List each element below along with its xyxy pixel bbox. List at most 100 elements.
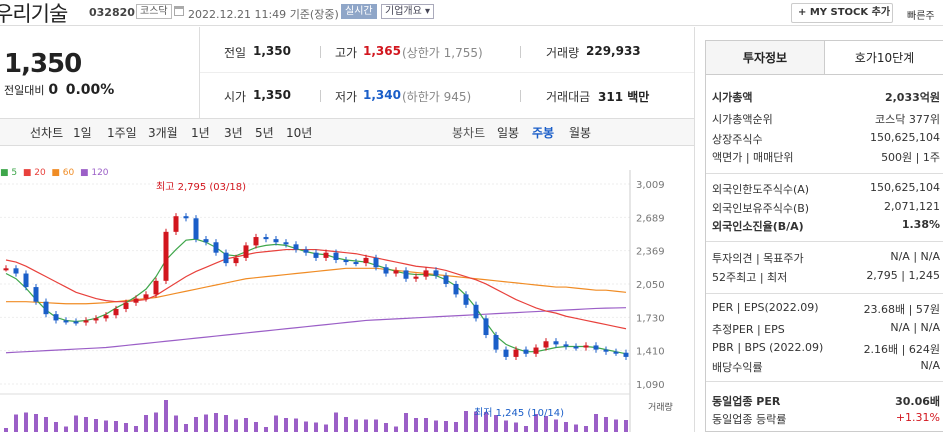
invest-value: 코스닥 377위 (875, 113, 940, 126)
section-divider (706, 293, 943, 294)
section-divider (706, 381, 943, 382)
volume-bar (374, 419, 378, 432)
candle (333, 252, 339, 260)
candle (343, 259, 349, 263)
candle (313, 252, 319, 258)
candle (253, 237, 259, 246)
volume-bar (54, 422, 58, 432)
candle (123, 302, 129, 309)
invest-panel: 투자정보 호가10단계 시가총액 2,033억원 시가총액순위 코스닥 377위 상장주… (705, 40, 943, 432)
volume-bar (74, 415, 78, 432)
volume-bar (94, 419, 98, 432)
volume-bar (144, 415, 148, 432)
upper-limit: (상한가 1,755) (402, 46, 483, 60)
candle (523, 349, 529, 354)
candle (173, 216, 179, 232)
volume-bar (184, 424, 188, 432)
volume-bar (274, 415, 278, 432)
tab-5y[interactable]: 5년 (255, 126, 274, 140)
candle (43, 301, 49, 315)
candle (423, 270, 429, 277)
amount-value: 311 백만 (598, 90, 650, 104)
tab-1y[interactable]: 1년 (191, 126, 210, 140)
volume-bar (114, 421, 118, 432)
volume-axis-label: 거래량 (648, 401, 673, 413)
invest-label: 상장주식수 (712, 133, 763, 146)
candle (63, 320, 69, 323)
invest-value: 1.38% (901, 218, 940, 231)
tab-10y[interactable]: 10년 (286, 126, 313, 140)
tab-1w[interactable]: 1주일 (107, 126, 137, 140)
candle (403, 270, 409, 279)
tab-3y[interactable]: 3년 (224, 126, 243, 140)
candle (93, 318, 99, 321)
invest-label: 외국인소진율(B/A) (712, 220, 804, 233)
price-change: 전일대비 0 0.00% (4, 82, 115, 98)
volume-bar (514, 422, 518, 432)
volume-bar (364, 419, 368, 432)
volume-bar (404, 413, 408, 432)
candle-chart-label: 봉차트 (452, 126, 486, 140)
volume-bar (44, 417, 48, 432)
invest-value: 500원 | 1주 (881, 151, 940, 164)
separator (320, 46, 321, 58)
price-chart[interactable]: 3,009 2,689 2,369 2,050 1,730 1,410 1,090 최고 2… (0, 170, 694, 432)
y-tick-label: 2,050 (636, 280, 665, 291)
candle (33, 287, 39, 302)
tab-weekly[interactable]: 주봉 (532, 126, 555, 140)
candle (383, 267, 389, 274)
tab-invest-info[interactable]: 투자정보 (706, 41, 825, 75)
stats-divider (200, 72, 694, 73)
candle (593, 345, 599, 350)
market-badge: 코스닥 (136, 4, 172, 19)
invest-label: 52주최고 | 최저 (712, 271, 788, 284)
panel-divider (694, 27, 695, 432)
low-label: 저가 (335, 90, 358, 104)
candle (413, 276, 419, 279)
candle (303, 249, 309, 253)
volume-bar (424, 418, 428, 432)
candle (53, 314, 59, 321)
ma60-line (6, 267, 627, 305)
invest-value: N/A (920, 359, 940, 372)
separator (520, 90, 521, 102)
candle (243, 245, 249, 258)
tab-hoga[interactable]: 호가10단계 (825, 41, 943, 75)
prev-close-value: 1,350 (253, 44, 291, 58)
volume-bar (294, 418, 298, 432)
tab-1d[interactable]: 1일 (73, 126, 92, 140)
quick-search-link[interactable]: 빠른주 (907, 11, 935, 22)
company-overview-dropdown[interactable]: 기업개요 ▾ (381, 4, 435, 19)
volume-bar (474, 411, 478, 432)
volume-bar (384, 423, 388, 432)
volume-bar (504, 420, 508, 432)
candle (433, 270, 439, 276)
realtime-badge[interactable]: 실시간 (341, 4, 377, 19)
y-tick-label: 2,689 (636, 213, 665, 224)
volume-bar (394, 426, 398, 432)
tab-3m[interactable]: 3개월 (148, 126, 178, 140)
candle (613, 351, 619, 354)
invest-label: 투자의견 | 목표주가 (712, 252, 804, 265)
candle (473, 304, 479, 319)
invest-label: PBR | BPS (2022.09) (712, 341, 824, 354)
candle (533, 347, 539, 354)
tab-daily[interactable]: 일봉 (497, 126, 520, 140)
volume-label: 거래량 (546, 46, 580, 60)
candle (193, 218, 199, 240)
top-bar (0, 0, 943, 26)
my-stock-add-button[interactable]: + MY STOCK 추가 (791, 3, 893, 23)
high-value: 1,365 (363, 44, 401, 58)
tab-monthly[interactable]: 월봉 (569, 126, 592, 140)
candle (493, 335, 499, 350)
candle (153, 280, 159, 295)
volume-bar (494, 415, 498, 432)
volume-bar (414, 418, 418, 432)
invest-value: 2.16배 | 624원 (863, 343, 940, 356)
candle (223, 252, 229, 264)
candle (3, 268, 9, 271)
annotation-low: 최저 1,245 (10/14) (474, 407, 564, 419)
period-bar (0, 118, 694, 146)
company-name: 우리기술 (0, 2, 68, 26)
volume-bar (574, 424, 578, 432)
